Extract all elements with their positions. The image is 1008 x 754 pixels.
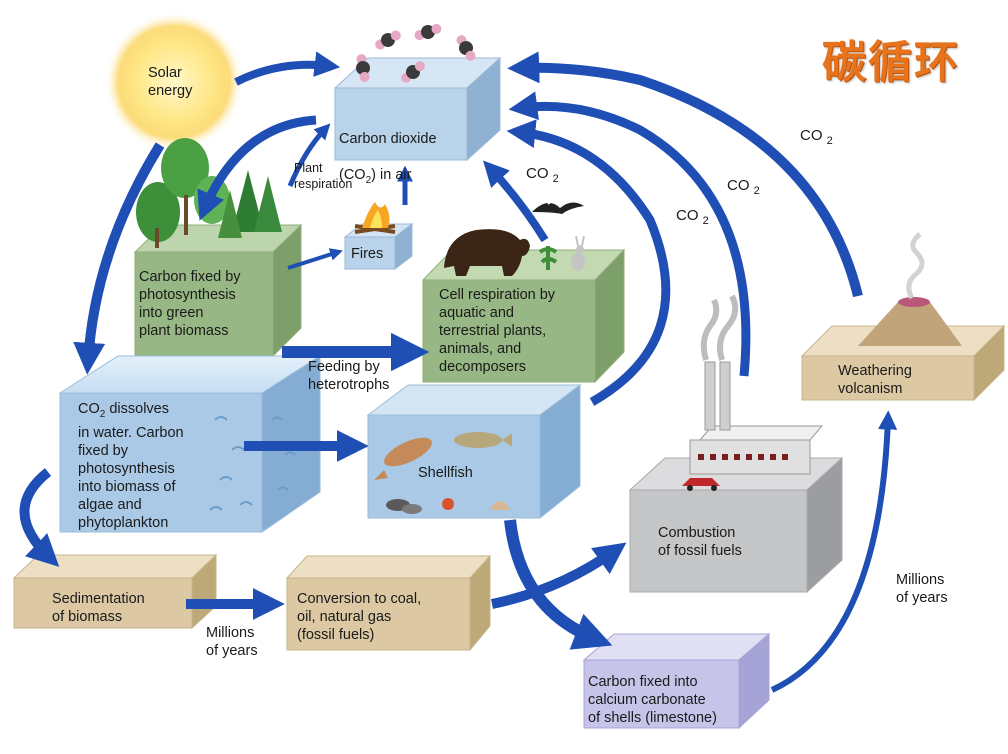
co2-text: CO — [676, 207, 699, 224]
sedimentation-label: Sedimentation of biomass — [52, 591, 145, 625]
feeding-label: Feeding by heterotrophs — [308, 359, 390, 393]
limestone-label: Carbon fixed into calcium carbonate of s… — [588, 674, 717, 726]
car-icon — [682, 478, 720, 491]
water-label: CO2 dissolves in water. Carbon fixed by … — [78, 400, 184, 532]
arrow-plant-respiration — [287, 123, 331, 187]
arrow-respiration-to-air — [482, 160, 549, 243]
arrow-shellfish-to-air — [506, 119, 671, 406]
co2-sub: 2 — [702, 215, 709, 227]
volcano-icon — [858, 232, 962, 346]
co2-label-combustion: CO 2 — [727, 177, 760, 197]
campfire-icon — [354, 202, 396, 234]
millions-years-label-1: Millions of years — [206, 625, 258, 659]
bird-icon — [532, 197, 584, 214]
co2-text: CO — [800, 127, 823, 144]
water-label-post: dissolves in water. Carbon fixed by phot… — [78, 401, 184, 531]
co2-label-shellfish: CO 2 — [676, 207, 709, 227]
water-label-sub: 2 — [99, 408, 106, 420]
combustion-box — [628, 456, 844, 594]
co2-air-label: Carbon dioxide (CO2) in air — [339, 112, 437, 190]
arrow-water-to-sediment — [19, 468, 60, 567]
arrow-air-to-plants — [197, 115, 317, 221]
solar-energy-label: Solar energy — [148, 65, 193, 99]
co2-air-box — [333, 56, 502, 162]
limestone-box — [582, 632, 771, 730]
sun-icon — [104, 12, 244, 152]
arrow-conversion-to-combustion — [490, 542, 627, 609]
plant-respiration-label: Plant respiration — [294, 161, 353, 191]
co2-text: CO — [526, 165, 549, 182]
rabbit-icon — [571, 235, 585, 271]
fires-label: Fires — [351, 246, 384, 262]
co2-sub: 2 — [753, 185, 760, 197]
shell-icon — [386, 498, 510, 514]
co2-label-respiration: CO 2 — [526, 165, 559, 185]
arrow-sun-to-air — [234, 51, 341, 86]
cell-respiration-label: Cell respiration by aquatic and terrestr… — [439, 287, 556, 375]
sedimentation-box — [12, 553, 218, 630]
arrow-volcano-to-air — [507, 51, 863, 298]
factory-icon — [689, 294, 824, 475]
arrow-combustion-to-air — [508, 91, 751, 377]
co2-label-volcano: CO 2 — [800, 127, 833, 147]
weathering-label: Weathering volcanism — [838, 363, 912, 397]
conversion-box — [285, 554, 492, 652]
small-plant-icon — [538, 246, 558, 270]
cycle-arrows — [19, 51, 898, 693]
cell-respiration-box — [421, 248, 626, 384]
co2-text: CO — [727, 177, 750, 194]
co2-sub: 2 — [552, 173, 559, 185]
water-label-pre: CO — [78, 401, 100, 417]
page-title: 碳循环 — [822, 37, 960, 88]
bear-icon — [444, 229, 530, 276]
co2-air-line2-sub: 2 — [365, 174, 372, 186]
millions-years-label-2: Millions of years — [896, 572, 948, 606]
co2-molecules-icon — [356, 23, 476, 83]
co2-air-line1: Carbon dioxide — [339, 131, 437, 147]
arrow-plants-to-fires — [287, 248, 343, 270]
co2-air-line2-post: ) in air — [371, 167, 412, 183]
co2-sub: 2 — [826, 135, 833, 147]
fish-icon — [374, 432, 512, 480]
co2-air-line2-pre: (CO — [339, 167, 366, 183]
conversion-label: Conversion to coal, oil, natural gas (fo… — [297, 591, 422, 643]
photosynthesis-plants-label: Carbon fixed by photosynthesis into gree… — [139, 269, 241, 339]
arrow-shellfish-to-limestone — [504, 519, 613, 650]
shellfish-label: Shellfish — [418, 465, 473, 481]
water-box — [58, 355, 322, 533]
combustion-label: Combustion of fossil fuels — [658, 525, 742, 559]
arrow-limestone-to-volcano — [770, 410, 898, 693]
arrow-air-to-water — [73, 142, 165, 375]
